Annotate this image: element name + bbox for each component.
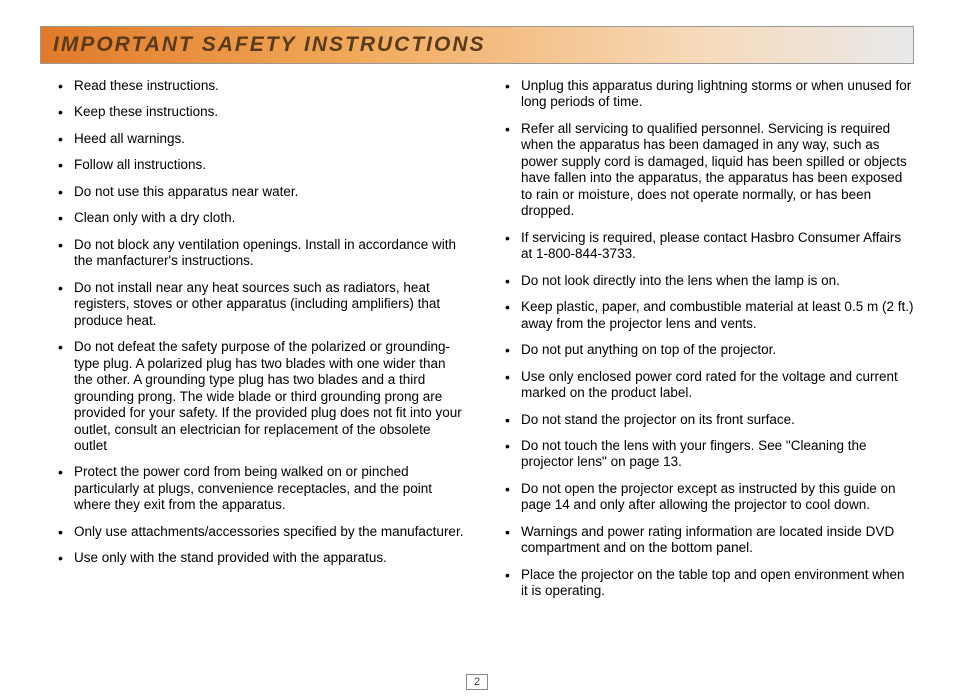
list-item: Place the projector on the table top and… bbox=[487, 567, 914, 600]
list-item: Unplug this apparatus during lightning s… bbox=[487, 78, 914, 111]
heading-title: IMPORTANT SAFETY INSTRUCTIONS bbox=[53, 33, 486, 57]
list-item: Follow all instructions. bbox=[40, 157, 467, 173]
list-item: Do not touch the lens with your fingers.… bbox=[487, 438, 914, 471]
manual-page: IMPORTANT SAFETY INSTRUCTIONS Read these… bbox=[0, 0, 954, 700]
list-item: Do not look directly into the lens when … bbox=[487, 273, 914, 289]
list-item: Keep plastic, paper, and combustible mat… bbox=[487, 299, 914, 332]
content-columns: Read these instructions. Keep these inst… bbox=[40, 78, 914, 610]
list-item: Read these instructions. bbox=[40, 78, 467, 94]
list-item: Only use attachments/accessories specifi… bbox=[40, 524, 467, 540]
list-item: Do not defeat the safety purpose of the … bbox=[40, 339, 467, 454]
list-item: Refer all servicing to qualified personn… bbox=[487, 121, 914, 220]
list-item: Do not stand the projector on its front … bbox=[487, 412, 914, 428]
list-item: Keep these instructions. bbox=[40, 104, 467, 120]
page-number: 2 bbox=[466, 674, 488, 690]
list-item: Protect the power cord from being walked… bbox=[40, 464, 467, 513]
list-item: Do not block any ventilation openings. I… bbox=[40, 237, 467, 270]
left-list: Read these instructions. Keep these inst… bbox=[40, 78, 467, 567]
list-item: Clean only with a dry cloth. bbox=[40, 210, 467, 226]
list-item: Use only with the stand provided with th… bbox=[40, 550, 467, 566]
list-item: Do not open the projector except as inst… bbox=[487, 481, 914, 514]
list-item: Do not use this apparatus near water. bbox=[40, 184, 467, 200]
list-item: If servicing is required, please contact… bbox=[487, 230, 914, 263]
list-item: Heed all warnings. bbox=[40, 131, 467, 147]
right-list: Unplug this apparatus during lightning s… bbox=[487, 78, 914, 600]
list-item: Do not put anything on top of the projec… bbox=[487, 342, 914, 358]
list-item: Do not install near any heat sources suc… bbox=[40, 280, 467, 329]
right-column: Unplug this apparatus during lightning s… bbox=[487, 78, 914, 610]
list-item: Warnings and power rating information ar… bbox=[487, 524, 914, 557]
list-item: Use only enclosed power cord rated for t… bbox=[487, 369, 914, 402]
heading-bar: IMPORTANT SAFETY INSTRUCTIONS bbox=[40, 26, 914, 64]
left-column: Read these instructions. Keep these inst… bbox=[40, 78, 467, 610]
